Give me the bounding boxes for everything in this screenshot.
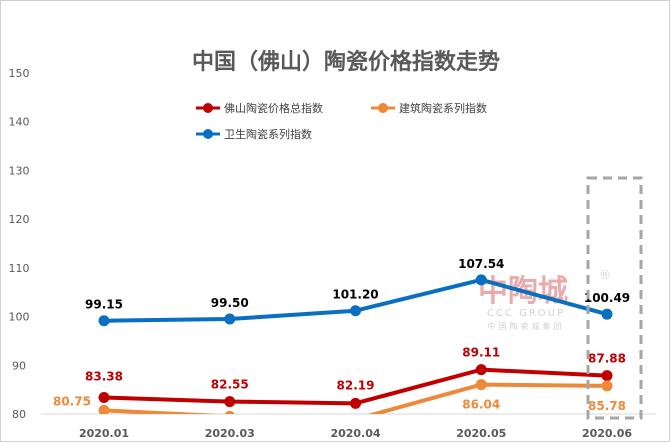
data-point [224, 313, 236, 325]
y-tick-label: 140 [9, 116, 30, 129]
watermark-sub2: 中国陶瓷城集团 [488, 321, 565, 331]
y-tick-label: 130 [9, 164, 30, 177]
data-label: 80.75 [53, 394, 91, 408]
data-label: 82.55 [211, 378, 249, 392]
y-tick-label: 110 [9, 262, 30, 275]
series-line [98, 364, 613, 409]
legend-label: 卫生陶瓷系列指数 [224, 127, 312, 141]
legend-label: 佛山陶瓷价格总指数 [224, 101, 323, 115]
data-point [350, 397, 361, 409]
data-point [601, 380, 613, 392]
y-tick-label: 90 [12, 359, 26, 372]
data-label: 86.04 [462, 398, 500, 412]
data-point [224, 410, 235, 414]
data-label: 89.11 [462, 346, 500, 360]
data-point [98, 315, 110, 327]
data-point [98, 404, 110, 414]
data-point [350, 305, 361, 317]
watermark-mark: ® [599, 268, 611, 282]
legend-label: 建筑陶瓷系列指数 [399, 101, 487, 115]
y-tick-label: 80 [12, 408, 26, 421]
x-axis: 2020.01 2020.03 2020.04 2020.05 2020.06 [79, 427, 632, 440]
data-label: 99.50 [211, 296, 249, 310]
chart-title: 中国（佛山）陶瓷价格指数走势 [192, 49, 500, 75]
data-label: 99.15 [85, 298, 123, 312]
data-label: 83.38 [85, 370, 123, 384]
data-point [601, 370, 613, 382]
data-label: 82.19 [337, 378, 375, 392]
data-label: 107.54 [458, 257, 504, 271]
x-tick-label: 2020.03 [205, 427, 255, 440]
data-label: 85.78 [588, 399, 626, 413]
legend-swatch-marker [378, 103, 388, 113]
series-path [103, 382, 608, 414]
data-label: 101.20 [332, 288, 378, 302]
data-point [475, 364, 487, 376]
x-tick-label: 2020.06 [582, 427, 632, 440]
data-label: 87.88 [588, 352, 626, 366]
data-point [601, 308, 613, 320]
series-line [98, 274, 613, 327]
watermark-sub: CCC GROUP [487, 308, 565, 319]
data-label: 100.49 [584, 291, 630, 305]
data-point [475, 379, 487, 391]
x-tick-label: 2020.01 [79, 427, 129, 440]
y-tick-label: 120 [9, 213, 30, 226]
x-tick-label: 2020.05 [456, 427, 506, 440]
y-tick-label: 100 [9, 311, 30, 324]
x-tick-label: 2020.04 [330, 427, 380, 440]
highlight-box [586, 176, 643, 420]
data-point [475, 274, 487, 286]
series-line [98, 379, 613, 414]
y-tick-label: 150 [9, 67, 30, 80]
data-point [98, 392, 110, 404]
data-point [354, 413, 357, 414]
legend-swatch-marker [203, 129, 213, 139]
legend-swatch-marker [203, 103, 213, 113]
y-axis: 80 90 100 110 120 130 140 150 [9, 67, 30, 421]
data-point [224, 396, 236, 408]
